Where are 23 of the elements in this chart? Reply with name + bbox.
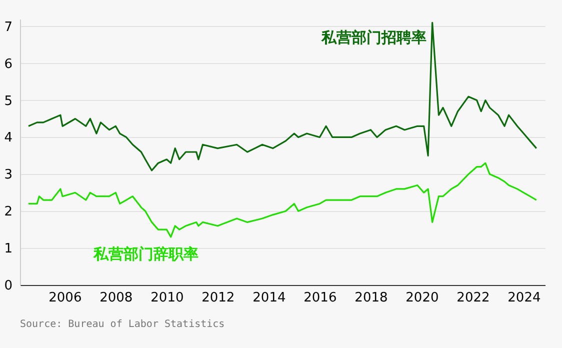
x-tick-label: 2012 — [202, 290, 235, 306]
y-tick-label: 5 — [4, 94, 12, 109]
x-tick-label: 2022 — [456, 290, 490, 306]
line-series — [28, 162, 538, 238]
x-tick-label: 2014 — [252, 290, 286, 306]
y-tick-label: 4 — [4, 130, 12, 146]
y-tick-label: 6 — [4, 56, 12, 72]
x-tick-label: 2024 — [508, 290, 541, 306]
x-tick-label: 2006 — [48, 290, 82, 306]
x-tick-label: 2018 — [354, 290, 388, 306]
y-tick-label: 1 — [4, 242, 12, 257]
source-note: Source: Bureau of Labor Statistics — [20, 319, 225, 330]
y-tick-label: 0 — [4, 278, 12, 294]
x-tick-label: 2008 — [100, 290, 133, 306]
y-tick-label: 2 — [4, 204, 12, 220]
y-tick-label: 7 — [4, 20, 12, 35]
x-tick-label: 2010 — [150, 290, 184, 306]
series-label: 私营部门招聘率 — [320, 28, 426, 47]
x-tick-label: 2020 — [406, 290, 439, 306]
x-tick-label: 2016 — [304, 290, 337, 306]
series-label: 私营部门辞职率 — [92, 244, 198, 263]
y-tick-label: 3 — [4, 168, 12, 183]
line-series — [28, 22, 538, 172]
